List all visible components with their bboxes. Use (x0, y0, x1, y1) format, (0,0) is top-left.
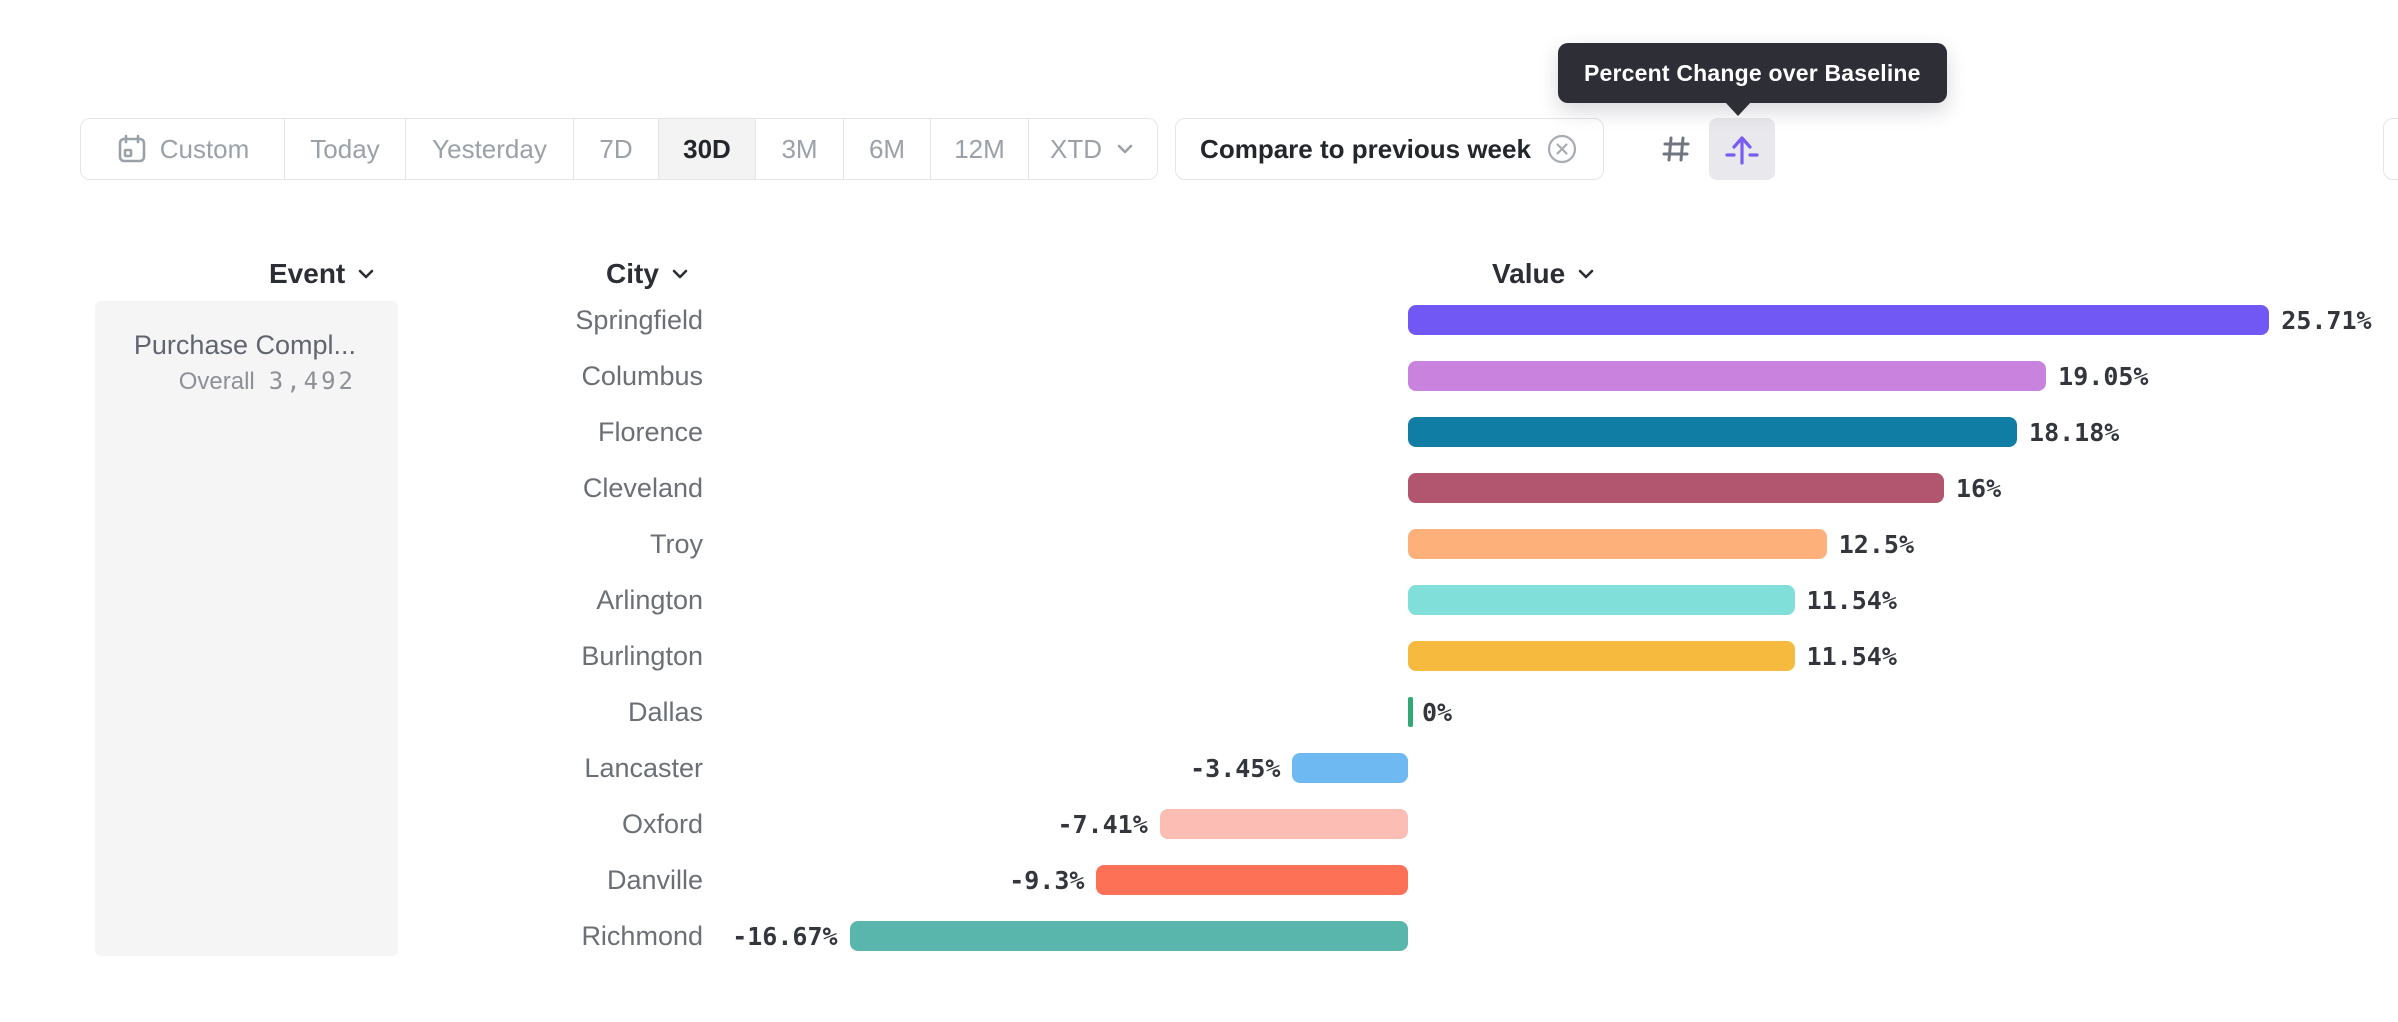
city-label: Cleveland (582, 472, 703, 503)
city-label: Richmond (581, 920, 703, 951)
chevron-down-icon (669, 263, 691, 285)
chevron-down-icon (355, 263, 377, 285)
grid-view-button[interactable] (1643, 118, 1709, 180)
chart-row: Dallas 0% (0, 684, 2398, 740)
chart-row: Arlington 11.54% (0, 572, 2398, 628)
date-range-yesterday[interactable]: Yesterday (406, 119, 574, 179)
tooltip-percent-change: Percent Change over Baseline (1558, 43, 1947, 116)
column-header-city[interactable]: City (606, 255, 691, 293)
column-header-value[interactable]: Value (1492, 255, 1597, 293)
date-range-label: 30D (683, 133, 731, 164)
event-panel: Purchase Compl... Overall 3,492 (95, 301, 398, 956)
bar-value-label: 11.54% (1806, 585, 1897, 615)
city-label: Troy (650, 528, 703, 559)
date-range-xtd[interactable]: XTD (1029, 119, 1157, 179)
bar[interactable] (1408, 641, 1795, 671)
chart-row: Richmond -16.67% (0, 908, 2398, 964)
city-label: Springfield (575, 304, 703, 335)
chart-row: Burlington 11.54% (0, 628, 2398, 684)
chevron-down-icon (1575, 263, 1597, 285)
date-range-7d[interactable]: 7D (574, 119, 659, 179)
date-range-label: 6M (868, 133, 906, 164)
bar-value-label: 18.18% (2029, 417, 2120, 447)
event-name: Purchase Compl... (133, 330, 356, 360)
chart-row: Oxford -7.41% (0, 796, 2398, 852)
chart-row: Danville -9.3% (0, 852, 2398, 908)
date-range-6m[interactable]: 6M (844, 119, 931, 179)
tooltip-caret (1725, 102, 1751, 116)
baseline-arrow-icon (1724, 131, 1760, 167)
column-header-label: Event (269, 258, 346, 289)
compare-chip-label: Compare to previous week (1200, 133, 1531, 164)
bar-value-label: -9.3% (1009, 865, 1085, 895)
edge-partial-button[interactable] (2383, 118, 2398, 180)
tooltip-text: Percent Change over Baseline (1584, 59, 1921, 86)
bar[interactable] (1159, 809, 1408, 839)
city-label: Oxford (621, 808, 703, 839)
chart-row: Troy 12.5% (0, 516, 2398, 572)
bar-value-label: 0% (1422, 697, 1453, 727)
bar[interactable] (849, 921, 1408, 951)
date-range-label: 12M (954, 133, 1005, 164)
chart-row: Lancaster -3.45% (0, 740, 2398, 796)
date-range-control: Custom Today Yesterday 7D 30D 3M 6M 12M … (80, 118, 1158, 180)
bar[interactable] (1408, 473, 1944, 503)
bar[interactable] (1292, 753, 1408, 783)
city-label: Arlington (596, 584, 703, 615)
baseline-view-button[interactable] (1709, 118, 1775, 180)
bar-value-label: -3.45% (1190, 753, 1281, 783)
bar[interactable] (1096, 865, 1408, 895)
date-range-custom[interactable]: Custom (81, 119, 285, 179)
bar-value-label: 11.54% (1806, 641, 1897, 671)
overall-value: 3,492 (268, 367, 356, 395)
bar[interactable] (1408, 417, 2018, 447)
city-label: Florence (597, 416, 703, 447)
bar-value-label: 16% (1956, 473, 2002, 503)
close-circle-icon[interactable] (1545, 132, 1579, 166)
column-header-label: City (606, 258, 659, 289)
date-range-12m[interactable]: 12M (931, 119, 1029, 179)
compare-chip[interactable]: Compare to previous week (1175, 118, 1604, 180)
bar[interactable] (1408, 361, 2047, 391)
date-range-today[interactable]: Today (285, 119, 406, 179)
date-range-30d[interactable]: 30D (659, 119, 756, 179)
chevron-down-icon (1114, 138, 1136, 160)
date-range-label: Today (310, 133, 380, 164)
city-label: Burlington (581, 640, 703, 671)
bar-value-label: 25.71% (2281, 305, 2372, 335)
chart-row: Springfield 25.71% (0, 292, 2398, 348)
bar[interactable] (1408, 585, 1795, 615)
city-label: Danville (606, 864, 703, 895)
chart-row: Florence 18.18% (0, 404, 2398, 460)
chart-row: Cleveland 16% (0, 460, 2398, 516)
city-label: Dallas (627, 696, 703, 727)
bar[interactable] (1408, 697, 1413, 727)
bar-value-label: 12.5% (1838, 529, 1915, 559)
column-header-label: Value (1492, 258, 1566, 289)
calendar-icon (116, 133, 148, 165)
event-list-item[interactable]: Purchase Compl... Overall 3,492 (134, 327, 356, 396)
date-range-label: 3M (781, 133, 818, 164)
grid-hash-icon (1659, 132, 1693, 166)
bar-value-label: -7.41% (1057, 809, 1148, 839)
bar[interactable] (1408, 305, 2270, 335)
overall-label: Overall (178, 368, 255, 395)
date-range-label: Custom (159, 133, 250, 164)
city-label: Columbus (581, 360, 703, 391)
date-range-label: 7D (599, 133, 633, 164)
bar-chart: Springfield 25.71% Columbus 19.05% Flore… (0, 292, 2398, 972)
date-range-label: Yesterday (432, 133, 547, 164)
column-header-event[interactable]: Event (269, 255, 377, 293)
date-range-3m[interactable]: 3M (756, 119, 844, 179)
bar[interactable] (1408, 529, 1827, 559)
bar-value-label: 19.05% (2058, 361, 2149, 391)
view-toggle-group (1643, 118, 1775, 180)
chart-row: Columbus 19.05% (0, 348, 2398, 404)
bar-value-label: -16.67% (732, 921, 838, 951)
date-range-label: XTD (1050, 133, 1102, 164)
city-label: Lancaster (584, 752, 703, 783)
